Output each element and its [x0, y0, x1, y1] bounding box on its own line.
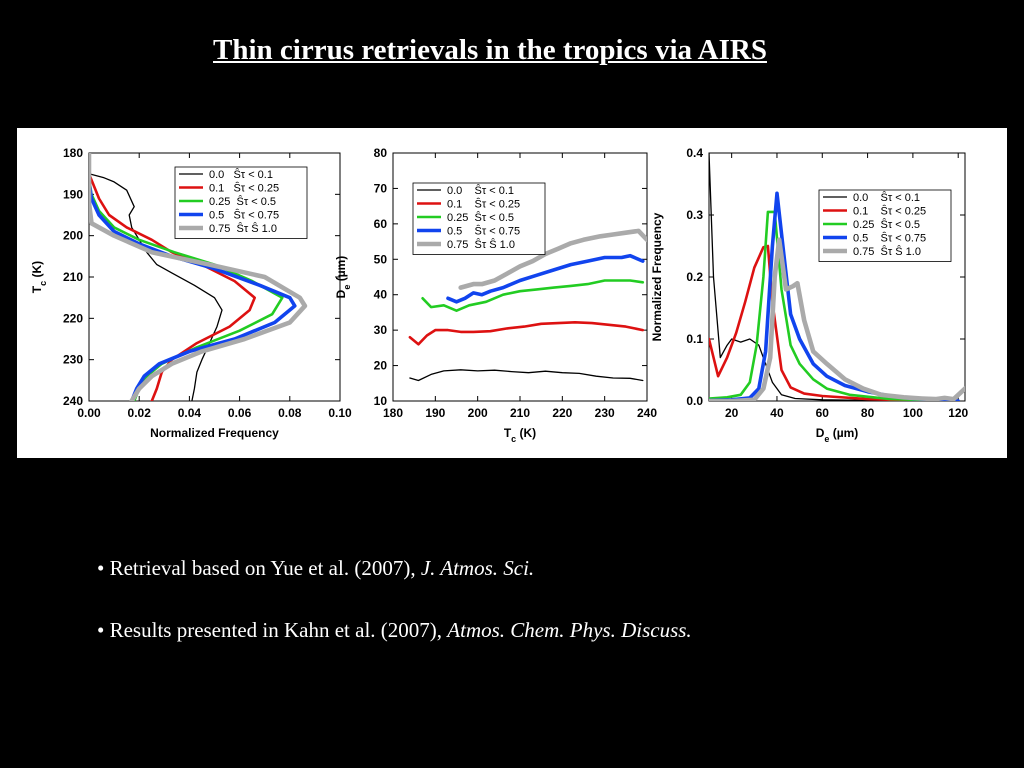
- x-tick-label: 0.06: [228, 406, 252, 420]
- y-tick-label: 80: [374, 146, 388, 160]
- bullet-retrieval: • Retrieval based on Yue et al. (2007), …: [97, 556, 534, 581]
- legend-entry: 0.25 Ŝτ < 0.5: [447, 211, 514, 224]
- legend-entry: 0.25 Ŝτ < 0.5: [209, 195, 276, 208]
- legend-entry: 0.0 Ŝτ < 0.1: [853, 191, 920, 204]
- y-tick-label: 190: [63, 187, 83, 201]
- slide-title: Thin cirrus retrievals in the tropics vi…: [213, 34, 767, 66]
- series-line-4: [458, 228, 647, 290]
- series-line-2: [421, 279, 645, 312]
- y-tick-label: 0.3: [686, 208, 703, 222]
- x-axis-label: Normalized Frequency: [150, 426, 279, 440]
- bullet-journal: Atmos. Chem. Phys. Discuss.: [447, 618, 692, 642]
- series-line-4: [89, 153, 308, 401]
- x-tick-label: 20: [725, 406, 739, 420]
- x-tick-label: 0.04: [178, 406, 202, 420]
- legend-entry: 0.5 Ŝτ < 0.75: [209, 209, 279, 222]
- x-tick-label: 0.00: [77, 406, 101, 420]
- y-tick-label: 40: [374, 288, 388, 302]
- x-tick-label: 240: [637, 406, 657, 420]
- x-tick-label: 80: [861, 406, 875, 420]
- chart-2: 180 190 200 210 220 230 240 10 20 30 40 50 60 70 80 Tc …: [334, 146, 657, 444]
- x-tick-label: 40: [770, 406, 784, 420]
- series-line-1: [408, 321, 645, 346]
- x-tick-label: 200: [468, 406, 488, 420]
- y-tick-label: 0.1: [686, 332, 703, 346]
- y-tick-label: 0.4: [686, 146, 703, 160]
- legend-entry: 0.5 Ŝτ < 0.75: [853, 232, 926, 245]
- x-tick-label: 210: [510, 406, 530, 420]
- y-tick-label: 60: [374, 217, 388, 231]
- bullet-results: • Results presented in Kahn et al. (2007…: [97, 618, 692, 643]
- bullet-marker: •: [97, 618, 105, 642]
- legend-entry: 0.5 Ŝτ < 0.75: [447, 225, 520, 238]
- legend-entry: 0.75 Ŝτ Ŝ 1.0: [209, 222, 277, 235]
- x-tick-label: 60: [816, 406, 830, 420]
- legend-entry: 0.1 Ŝτ < 0.25: [853, 205, 926, 218]
- figure-svg: 0.00 0.02 0.04 0.06 0.08 0.10 180 190 200 210 220 2…: [30, 146, 969, 444]
- x-tick-label: 230: [595, 406, 615, 420]
- y-tick-label: 0.2: [686, 270, 703, 284]
- y-tick-label: 210: [63, 270, 83, 284]
- y-tick-label: 220: [63, 311, 83, 325]
- legend: 0.0 Ŝτ < 0.10.1 Ŝτ < 0.250.25 Ŝτ < 0.50.…: [818, 189, 952, 262]
- y-tick-label: 180: [63, 146, 83, 160]
- x-tick-label: 0.08: [278, 406, 302, 420]
- bullet-text: Results presented in Kahn et al. (2007),: [109, 618, 448, 642]
- figure-panel: 0.00 0.02 0.04 0.06 0.08 0.10 180 190 200 210 220 2…: [17, 128, 1007, 458]
- y-tick-label: 0.0: [686, 394, 703, 408]
- legend-entry: 0.0 Ŝτ < 0.1: [209, 168, 273, 181]
- legend-entry: 0.75 Ŝτ Ŝ 1.0: [447, 238, 515, 251]
- series-line-3: [446, 253, 645, 304]
- series-line-0: [89, 173, 223, 401]
- bullet-text: Retrieval based on Yue et al. (2007),: [109, 556, 421, 580]
- y-tick-label: 70: [374, 181, 388, 195]
- series-line-0: [409, 369, 644, 382]
- y-axis-label: Normalized Frequency: [650, 212, 664, 341]
- x-tick-label: 190: [425, 406, 445, 420]
- series-line-3: [89, 180, 297, 401]
- series-line-4: [709, 237, 965, 401]
- bullet-journal: J. Atmos. Sci.: [420, 556, 535, 580]
- x-tick-label: 180: [383, 406, 403, 420]
- x-tick-label: 0.02: [128, 406, 152, 420]
- legend-entry: 0.25 Ŝτ < 0.5: [853, 218, 920, 231]
- y-tick-label: 230: [63, 353, 83, 367]
- legend-entry: 0.1 Ŝτ < 0.25: [447, 198, 520, 211]
- legend-entry: 0.0 Ŝτ < 0.1: [447, 184, 514, 197]
- y-tick-label: 240: [63, 394, 83, 408]
- y-tick-label: 30: [374, 323, 388, 337]
- legend: 0.0 Ŝτ < 0.10.1 Ŝτ < 0.250.25 Ŝτ < 0.50.…: [412, 182, 546, 255]
- y-tick-label: 10: [374, 394, 388, 408]
- y-tick-label: 50: [374, 252, 388, 266]
- legend-entry: 0.1 Ŝτ < 0.25: [209, 182, 279, 195]
- x-tick-label: 220: [552, 406, 572, 420]
- bullet-marker: •: [97, 556, 105, 580]
- y-axis-label: De (µm): [334, 256, 352, 299]
- y-tick-label: 20: [374, 359, 388, 373]
- legend-entry: 0.75 Ŝτ Ŝ 1.0: [853, 245, 921, 258]
- legend: 0.0 Ŝτ < 0.10.1 Ŝτ < 0.250.25 Ŝτ < 0.50.…: [174, 166, 308, 239]
- y-tick-label: 200: [63, 229, 83, 243]
- x-tick-label: 100: [903, 406, 923, 420]
- chart-1: 0.00 0.02 0.04 0.06 0.08 0.10 180 190 200 210 220 2…: [30, 146, 352, 440]
- y-axis-label: Tc (K): [30, 261, 48, 293]
- series-line-0: [709, 153, 959, 401]
- x-axis-label: Tc (K): [504, 426, 536, 444]
- x-tick-label: 0.10: [328, 406, 352, 420]
- chart-3: 20 40 60 80 100 120 0.0 0.1 0.2 0.3 0.4 De (µm) Norm…: [650, 146, 969, 444]
- x-tick-label: 120: [948, 406, 968, 420]
- x-axis-label: De (µm): [816, 426, 859, 444]
